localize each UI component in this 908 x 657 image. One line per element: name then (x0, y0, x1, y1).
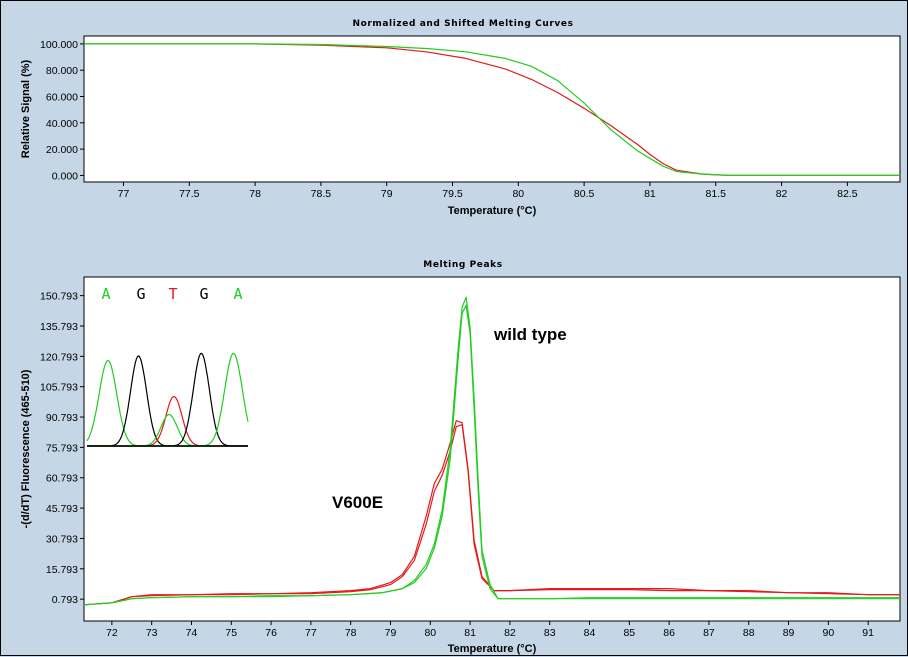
x-tick-label: 87 (703, 627, 715, 639)
y-tick-label: 120.793 (40, 351, 78, 363)
x-tick-label: 72 (106, 627, 118, 639)
y-tick-label: 0.000 (52, 170, 78, 182)
x-tick-label: 77 (305, 627, 317, 639)
y-tick-label: 60.793 (46, 473, 78, 485)
curves (83, 296, 900, 606)
y-tick-label: 15.793 (46, 564, 78, 576)
y-tick-label: 60.000 (46, 92, 78, 104)
wild-type-label: wild type (493, 325, 567, 344)
y-tick-label: 45.793 (46, 503, 78, 515)
base-letter: A (101, 285, 110, 303)
y-tick-label: 100.000 (40, 39, 78, 51)
melt-curve (84, 43, 900, 176)
y-tick-label: 135.793 (40, 321, 78, 333)
plot-area (83, 276, 901, 622)
x-tick-label: 91 (862, 627, 874, 639)
y-tick-label: 20.000 (46, 144, 78, 156)
y-axis-label: -(d/dT) Fluorescence (465-510) (20, 369, 32, 528)
y-tick-label: 90.793 (46, 412, 78, 424)
x-tick-label: 74 (186, 627, 198, 639)
x-tick-label: 80.5 (574, 188, 595, 200)
x-tick-label: 81 (644, 188, 656, 200)
x-tick-label: 76 (265, 627, 277, 639)
base-letter: G (136, 285, 145, 303)
v600e-label: V600E (332, 493, 383, 512)
melt-curve (83, 304, 900, 606)
melt-curve (83, 424, 900, 606)
x-tick-label: 79 (385, 627, 397, 639)
x-tick-label: 78 (249, 188, 261, 200)
y-tick-label: 75.793 (46, 442, 78, 454)
melt-curve (83, 296, 900, 606)
x-tick-label: 78 (345, 627, 357, 639)
x-tick-label: 82 (776, 188, 788, 200)
x-tick-label: 75 (225, 627, 237, 639)
x-tick-label: 89 (783, 627, 795, 639)
x-tick-label: 80 (512, 188, 524, 200)
x-axis-label: Temperature (°C) (448, 205, 537, 217)
x-tick-label: 85 (623, 627, 635, 639)
x-tick-label: 84 (584, 627, 596, 639)
x-tick-label: 79.5 (442, 188, 463, 200)
x-tick-label: 77 (118, 188, 130, 200)
plot-area (83, 35, 901, 183)
x-axis-label: Temperature (°C) (448, 643, 537, 655)
chart-title: Melting Peaks (423, 260, 502, 270)
x-tick-label: 77.5 (179, 188, 200, 200)
x-tick-label: 88 (743, 627, 755, 639)
x-tick-label: 79 (381, 188, 393, 200)
x-tick-label: 73 (146, 627, 158, 639)
y-tick-label: 80.000 (46, 65, 78, 77)
y-axis-label: Relative Signal (%) (20, 59, 32, 158)
y-tick-label: 150.793 (40, 291, 78, 303)
x-tick-label: 81.5 (706, 188, 727, 200)
base-letter: A (233, 285, 242, 303)
base-letter: G (199, 285, 208, 303)
x-tick-label: 81 (464, 627, 476, 639)
x-tick-label: 90 (823, 627, 835, 639)
y-tick-label: 0.793 (52, 594, 78, 606)
axes: 72 73 74 75 76 77 78 79 80 81 82 83 84 85 86 87 88 89 90 91… (40, 291, 874, 639)
sequence-inset: A G T G A (86, 285, 249, 447)
y-tick-label: 40.000 (46, 118, 78, 130)
x-tick-label: 83 (544, 627, 556, 639)
base-letter: T (168, 285, 177, 303)
axes: 77 77.5 78 78.5 79 79.5 80 80.5 81 81.5 82 82.5 0.00… (40, 39, 858, 200)
curves (84, 43, 900, 176)
x-tick-label: 82 (504, 627, 516, 639)
chart-title: Normalized and Shifted Melting Curves (352, 19, 573, 29)
x-tick-label: 78.5 (311, 188, 332, 200)
x-tick-label: 80 (424, 627, 436, 639)
x-tick-label: 82.5 (837, 188, 858, 200)
x-tick-label: 86 (663, 627, 675, 639)
y-tick-label: 30.793 (46, 533, 78, 545)
y-tick-label: 105.793 (40, 382, 78, 394)
